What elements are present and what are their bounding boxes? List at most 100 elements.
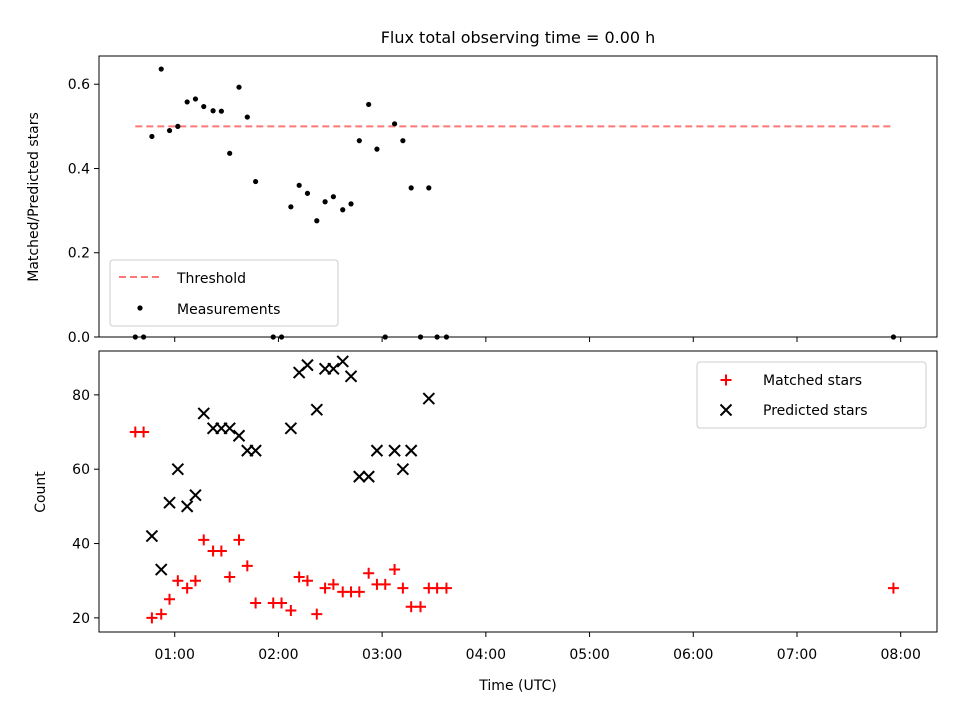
matched-star-point: [155, 608, 167, 620]
matched-star-point: [887, 582, 899, 594]
measurement-point: [166, 127, 173, 134]
measurement-point: [149, 133, 155, 140]
bottom-x-tick-label: 05:00: [569, 647, 609, 663]
matched-star-point: [215, 545, 227, 557]
predicted-star-point: [180, 500, 194, 513]
matched-star-point: [172, 575, 184, 587]
bottom-legend-box: [696, 361, 927, 429]
predicted-star-point: [336, 355, 349, 368]
legend-measurements-label: Measurements: [177, 302, 280, 318]
measurement-point: [322, 199, 328, 205]
matched-star-point: [224, 571, 236, 583]
figure-title: Flux total observing time = 0.00 h: [381, 28, 656, 47]
legend-predicted-label: Predicted stars: [763, 403, 868, 419]
matched-star-point: [241, 560, 253, 572]
bottom-x-tick-label: 08:00: [881, 647, 921, 663]
matched-star-point: [415, 601, 427, 613]
matched-star-point: [276, 597, 288, 609]
top-legend: Threshold Measurements: [109, 259, 339, 327]
measurement-point: [366, 101, 372, 108]
matched-star-point: [301, 575, 313, 587]
measurement-point: [210, 108, 216, 114]
top-axes-frame: [98, 55, 938, 338]
predicted-star-point: [163, 496, 176, 509]
predicted-star-point: [301, 358, 314, 372]
bottom-y-ticks: 20 40 60 80: [72, 388, 99, 627]
matched-star-point: [431, 582, 443, 594]
predicted-star-point: [396, 462, 410, 476]
bottom-x-tick-label: 03:00: [362, 647, 402, 663]
bottom-y-tick-label: 40: [72, 537, 90, 553]
matched-star-point: [405, 601, 417, 613]
measurement-point: [158, 66, 164, 72]
predicted-star-point: [197, 407, 210, 420]
bottom-x-tick-label: 07:00: [777, 647, 817, 663]
predicted-star-point: [249, 444, 262, 457]
matched-star-point: [181, 582, 193, 594]
measurement-point: [426, 185, 432, 191]
measurement-point: [348, 201, 354, 207]
measurement-point: [192, 96, 199, 102]
matched-star-point: [189, 575, 201, 587]
measurement-point: [408, 185, 414, 191]
measurement-point: [184, 99, 190, 105]
measurement-point: [304, 190, 311, 196]
measurement-point: [391, 121, 398, 127]
bottom-plot-marks: [129, 355, 899, 624]
predicted-star-point: [189, 489, 202, 502]
matched-star-point: [164, 593, 176, 605]
top-y-tick-label: 0.6: [68, 77, 90, 93]
measurement-point: [253, 178, 259, 185]
predicted-star-point: [344, 370, 358, 383]
top-y-tick-label: 0.4: [68, 161, 90, 177]
bottom-y-tick-label: 20: [72, 611, 90, 627]
bottom-x-ticks: 01:00 02:00 03:00 04:00 05:00 06:00 07:00 08:00: [155, 632, 921, 663]
matched-star-point: [353, 586, 365, 598]
measurement-point: [227, 150, 233, 156]
measurement-point: [296, 182, 302, 188]
measurement-point: [330, 194, 336, 200]
predicted-star-point: [388, 444, 401, 457]
bottom-y-tick-label: 80: [72, 388, 90, 404]
bottom-x-tick-label: 02:00: [258, 647, 298, 663]
legend-measurements-swatch: [137, 305, 143, 311]
measurement-point: [218, 108, 224, 114]
bottom-x-tick-label: 04:00: [466, 647, 506, 663]
matched-star-point: [397, 582, 409, 594]
measurement-point: [314, 218, 320, 224]
legend-matched-label: Matched stars: [763, 373, 862, 389]
matched-star-point: [233, 534, 245, 546]
predicted-star-point: [145, 529, 159, 543]
matched-star-point: [293, 571, 305, 583]
measurement-point: [201, 103, 207, 110]
predicted-star-point: [370, 444, 384, 457]
predicted-star-point: [155, 563, 168, 576]
matched-star-point: [138, 426, 150, 438]
top-y-ticks: 0.0 0.2 0.4 0.6: [68, 77, 99, 346]
predicted-star-point: [232, 429, 246, 442]
matched-star-point: [327, 578, 339, 590]
predicted-star-point: [171, 462, 185, 476]
top-plot-marks: [132, 66, 897, 340]
top-y-tick-label: 0.2: [68, 246, 90, 262]
predicted-star-point: [310, 403, 324, 416]
measurement-point: [356, 138, 362, 144]
x-axis-label: Time (UTC): [478, 678, 556, 694]
bottom-x-tick-label: 06:00: [673, 647, 713, 663]
legend-threshold-label: Threshold: [176, 271, 246, 287]
bottom-x-tick-label: 01:00: [155, 647, 195, 663]
matched-star-point: [389, 564, 401, 576]
predicted-star-point: [353, 470, 366, 483]
top-panel: 0.0 0.2 0.4 0.6 Matched/Predicted stars Thr…: [26, 55, 938, 346]
measurement-point: [400, 138, 406, 144]
predicted-star-point: [422, 392, 436, 405]
legend-matched-swatch: [720, 374, 732, 386]
matched-star-point: [198, 534, 210, 546]
top-x-ticks: [174, 337, 902, 342]
matched-star-point: [285, 604, 297, 616]
top-legend-box: [109, 259, 339, 327]
matched-star-point: [379, 578, 391, 590]
predicted-star-point: [327, 362, 340, 376]
